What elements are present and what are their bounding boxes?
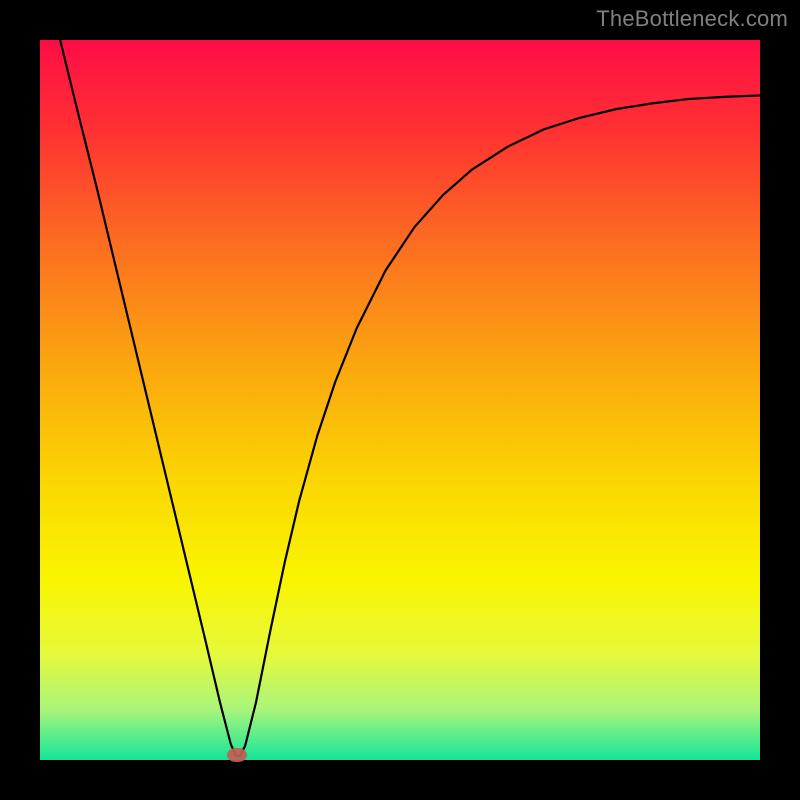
chart-stage: TheBottleneck.com (0, 0, 800, 800)
curve-svg (0, 0, 800, 800)
curve-path (60, 40, 760, 756)
minimum-marker (227, 748, 247, 762)
watermark-text: TheBottleneck.com (596, 6, 788, 32)
